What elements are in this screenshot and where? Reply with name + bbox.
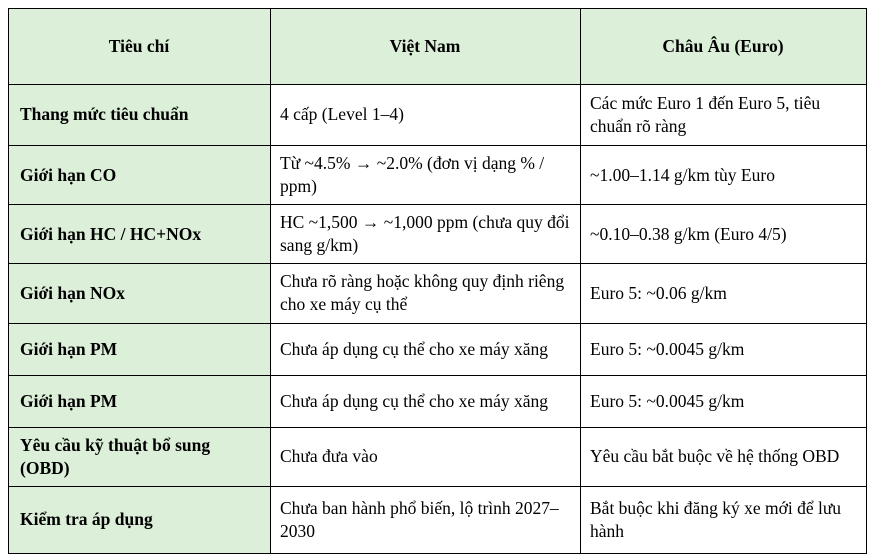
table-row: Giới hạn CO Từ ~4.5% → ~2.0% (đơn vị dạn… — [8, 144, 867, 206]
table-row: Giới hạn HC / HC+NOx HC ~1,500 → ~1,000 … — [8, 204, 867, 265]
criterion-cell: Kiểm tra áp dụng — [8, 485, 271, 554]
column-header-vietnam: Việt Nam — [270, 8, 581, 85]
criterion-cell: Giới hạn HC / HC+NOx — [8, 204, 271, 265]
header-row: Tiêu chí Việt Nam Châu Âu (Euro) — [8, 8, 867, 85]
europe-cell: Euro 5: ~0.06 g/km — [580, 263, 867, 324]
criterion-cell: Giới hạn NOx — [8, 263, 271, 324]
vietnam-cell: Chưa áp dụng cụ thể cho xe máy xăng — [270, 322, 581, 376]
vietnam-cell: 4 cấp (Level 1–4) — [270, 84, 581, 146]
table-row: Giới hạn PM Chưa áp dụng cụ thể cho xe m… — [8, 322, 867, 376]
europe-cell: ~1.00–1.14 g/km tùy Euro — [580, 144, 867, 206]
europe-cell: ~0.10–0.38 g/km (Euro 4/5) — [580, 204, 867, 265]
criterion-cell: Giới hạn PM — [8, 322, 271, 376]
criterion-cell: Yêu cầu kỹ thuật bổ sung (OBD) — [8, 426, 271, 487]
europe-cell: Euro 5: ~0.0045 g/km — [580, 374, 867, 428]
vietnam-cell: Chưa rõ ràng hoặc không quy định riêng c… — [270, 263, 581, 324]
criterion-cell: Giới hạn CO — [8, 144, 271, 206]
table-row: Kiểm tra áp dụng Chưa ban hành phổ biến,… — [8, 485, 867, 554]
europe-cell: Yêu cầu bắt buộc về hệ thống OBD — [580, 426, 867, 487]
vietnam-cell: HC ~1,500 → ~1,000 ppm (chưa quy đổi san… — [270, 204, 581, 265]
table-row: Giới hạn PM Chưa áp dụng cụ thể cho xe m… — [8, 374, 867, 428]
column-header-criterion: Tiêu chí — [8, 8, 271, 85]
table-row: Thang mức tiêu chuẩn 4 cấp (Level 1–4) C… — [8, 84, 867, 146]
table-row: Yêu cầu kỹ thuật bổ sung (OBD) Chưa đưa … — [8, 426, 867, 487]
column-header-europe: Châu Âu (Euro) — [580, 8, 867, 85]
europe-cell: Các mức Euro 1 đến Euro 5, tiêu chuẩn rõ… — [580, 84, 867, 146]
europe-cell: Euro 5: ~0.0045 g/km — [580, 322, 867, 376]
europe-cell: Bắt buộc khi đăng ký xe mới để lưu hành — [580, 485, 867, 554]
standards-comparison-table: Tiêu chí Việt Nam Châu Âu (Euro) Thang m… — [8, 8, 867, 554]
vietnam-cell: Chưa ban hành phổ biến, lộ trình 2027–20… — [270, 485, 581, 554]
vietnam-cell: Từ ~4.5% → ~2.0% (đơn vị dạng % / ppm) — [270, 144, 581, 206]
criterion-cell: Thang mức tiêu chuẩn — [8, 84, 271, 146]
criterion-cell: Giới hạn PM — [8, 374, 271, 428]
vietnam-cell: Chưa đưa vào — [270, 426, 581, 487]
table-row: Giới hạn NOx Chưa rõ ràng hoặc không quy… — [8, 263, 867, 324]
vietnam-cell: Chưa áp dụng cụ thể cho xe máy xăng — [270, 374, 581, 428]
